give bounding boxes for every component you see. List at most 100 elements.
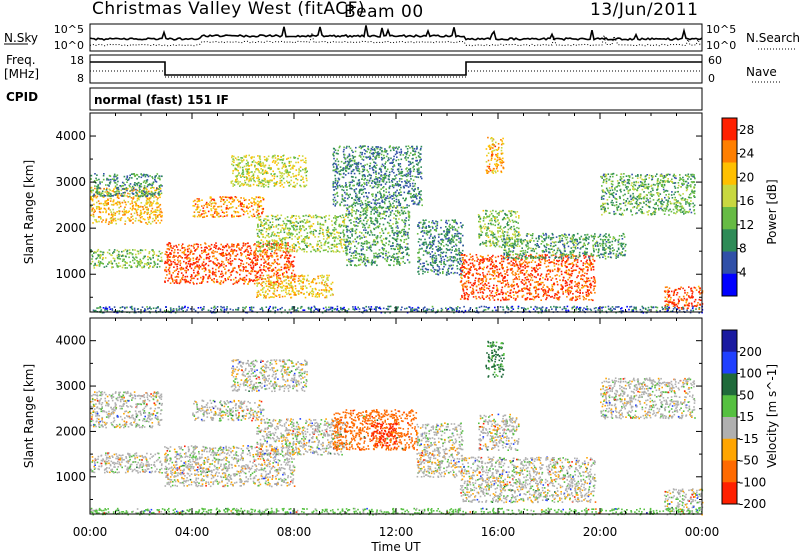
- scatter-cell: [320, 276, 323, 279]
- scatter-cell: [376, 240, 379, 243]
- scatter-cell: [238, 244, 240, 246]
- scatter-cell: [108, 221, 110, 223]
- scatter-cell: [263, 294, 265, 296]
- scatter-cell: [399, 163, 402, 165]
- scatter-cell: [139, 214, 142, 217]
- scatter-cell: [90, 251, 92, 253]
- scatter-cell: [326, 284, 329, 287]
- scatter-cell: [305, 236, 307, 238]
- scatter-cell: [97, 184, 99, 186]
- scatter-cell: [355, 257, 358, 259]
- scatter-cell: [238, 200, 240, 203]
- scatter-cell: [413, 153, 415, 156]
- scatter-cell: [222, 281, 225, 284]
- scatter-cell: [366, 169, 368, 172]
- scatter-cell: [189, 265, 191, 268]
- scatter-cell: [109, 195, 112, 197]
- scatter-cell: [243, 205, 246, 208]
- scatter-cell: [169, 282, 172, 284]
- scatter-cell: [221, 253, 224, 256]
- scatter-cell: [343, 222, 346, 224]
- scatter-cell: [271, 254, 273, 257]
- scatter-cell: [256, 255, 259, 257]
- scatter-cell: [366, 257, 369, 259]
- scatter-cell: [416, 168, 419, 170]
- scatter-cell: [128, 218, 131, 220]
- scatter-cell: [214, 216, 216, 218]
- scatter-cell: [298, 217, 301, 219]
- scatter-cell: [418, 191, 421, 194]
- scatter-cell: [391, 237, 394, 239]
- scatter-cell: [372, 198, 375, 201]
- scatter-cell: [374, 260, 377, 263]
- scatter-cell: [156, 202, 158, 205]
- scatter-cell: [413, 193, 415, 196]
- scatter-cell: [276, 240, 278, 242]
- scatter-cell: [113, 188, 115, 190]
- scatter-cell: [293, 256, 296, 258]
- scatter-cell: [375, 252, 377, 255]
- scatter-cell: [124, 255, 127, 258]
- scatter-cell: [131, 192, 134, 194]
- scatter-cell: [332, 194, 335, 196]
- scatter-cell: [231, 216, 233, 218]
- scatter-cell: [241, 247, 243, 249]
- scatter-cell: [310, 281, 313, 284]
- scatter-cell: [285, 256, 287, 259]
- scatter-cell: [252, 183, 255, 186]
- scatter-cell: [217, 262, 219, 264]
- scatter-cell: [360, 242, 363, 244]
- scatter-cell: [138, 191, 141, 194]
- scatter-cell: [188, 247, 191, 250]
- scatter-cell: [187, 281, 190, 283]
- scatter-cell: [393, 264, 395, 267]
- scatter-cell: [158, 185, 161, 187]
- scatter-cell: [127, 178, 130, 181]
- scatter-cell: [402, 206, 404, 208]
- scatter-cell: [405, 156, 407, 158]
- scatter-cell: [226, 214, 229, 216]
- scatter-cell: [253, 279, 256, 281]
- scatter-cell: [342, 186, 345, 188]
- scatter-cell: [96, 264, 98, 267]
- scatter-cell: [293, 273, 296, 276]
- scatter-cell: [114, 182, 117, 184]
- scatter-cell: [215, 257, 218, 260]
- scatter-cell: [129, 220, 131, 222]
- scatter-cell: [402, 154, 405, 156]
- scatter-cell: [362, 185, 365, 188]
- scatter-cell: [391, 185, 394, 187]
- scatter-cell: [164, 253, 167, 255]
- scatter-cell: [335, 251, 337, 253]
- scatter-cell: [327, 279, 329, 281]
- scatter-cell: [393, 234, 395, 236]
- scatter-cell: [437, 270, 440, 272]
- scatter-cell: [373, 243, 375, 246]
- scatter-cell: [264, 261, 267, 264]
- scatter-cell: [135, 265, 137, 268]
- scatter-cell: [387, 174, 390, 177]
- scatter-cell: [177, 252, 179, 254]
- scatter-cell: [389, 207, 391, 210]
- scatter-cell: [373, 212, 375, 215]
- scatter-cell: [114, 194, 117, 196]
- scatter-cell: [273, 175, 276, 178]
- scatter-cell: [275, 245, 278, 247]
- scatter-cell: [194, 199, 196, 202]
- scatter-cell: [137, 219, 140, 222]
- scatter-cell: [122, 258, 124, 261]
- scatter-cell: [367, 232, 369, 235]
- scatter-cell: [334, 245, 337, 248]
- scatter-cell: [359, 231, 361, 233]
- scatter-cell: [418, 173, 421, 175]
- noise-search-label: N.Search: [746, 31, 800, 45]
- scatter-cell: [152, 265, 155, 268]
- scatter-cell: [165, 270, 168, 273]
- scatter-cell: [381, 158, 383, 161]
- scatter-cell: [305, 177, 308, 180]
- scatter-cell: [243, 165, 246, 168]
- scatter-cell: [101, 258, 104, 261]
- scatter-cell: [343, 239, 345, 241]
- scatter-cell: [269, 246, 271, 248]
- scatter-cell: [224, 268, 226, 270]
